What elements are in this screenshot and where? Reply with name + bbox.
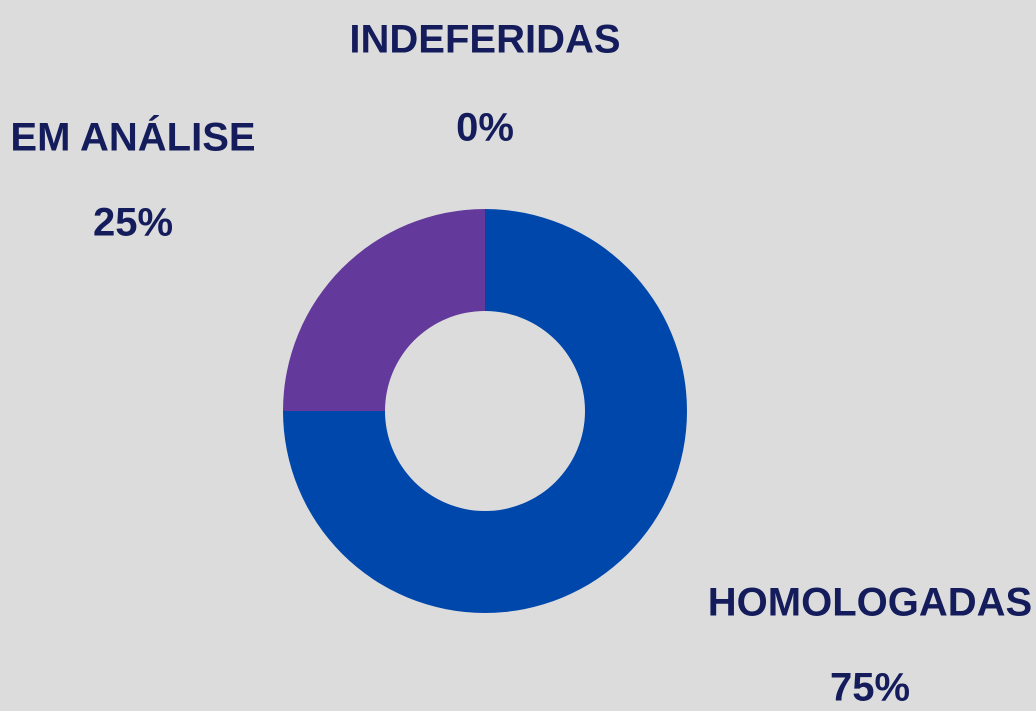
value-label: 25% — [93, 201, 173, 245]
donut-segment — [283, 209, 687, 613]
donut-segment — [283, 209, 485, 411]
value-label: 75% — [830, 666, 910, 710]
category-label: HOMOLOGADAS — [708, 581, 1032, 625]
category-label: EM ANÁLISE — [10, 115, 255, 160]
category-label: INDEFERIDAS — [349, 18, 620, 62]
value-label: 0% — [456, 106, 514, 150]
